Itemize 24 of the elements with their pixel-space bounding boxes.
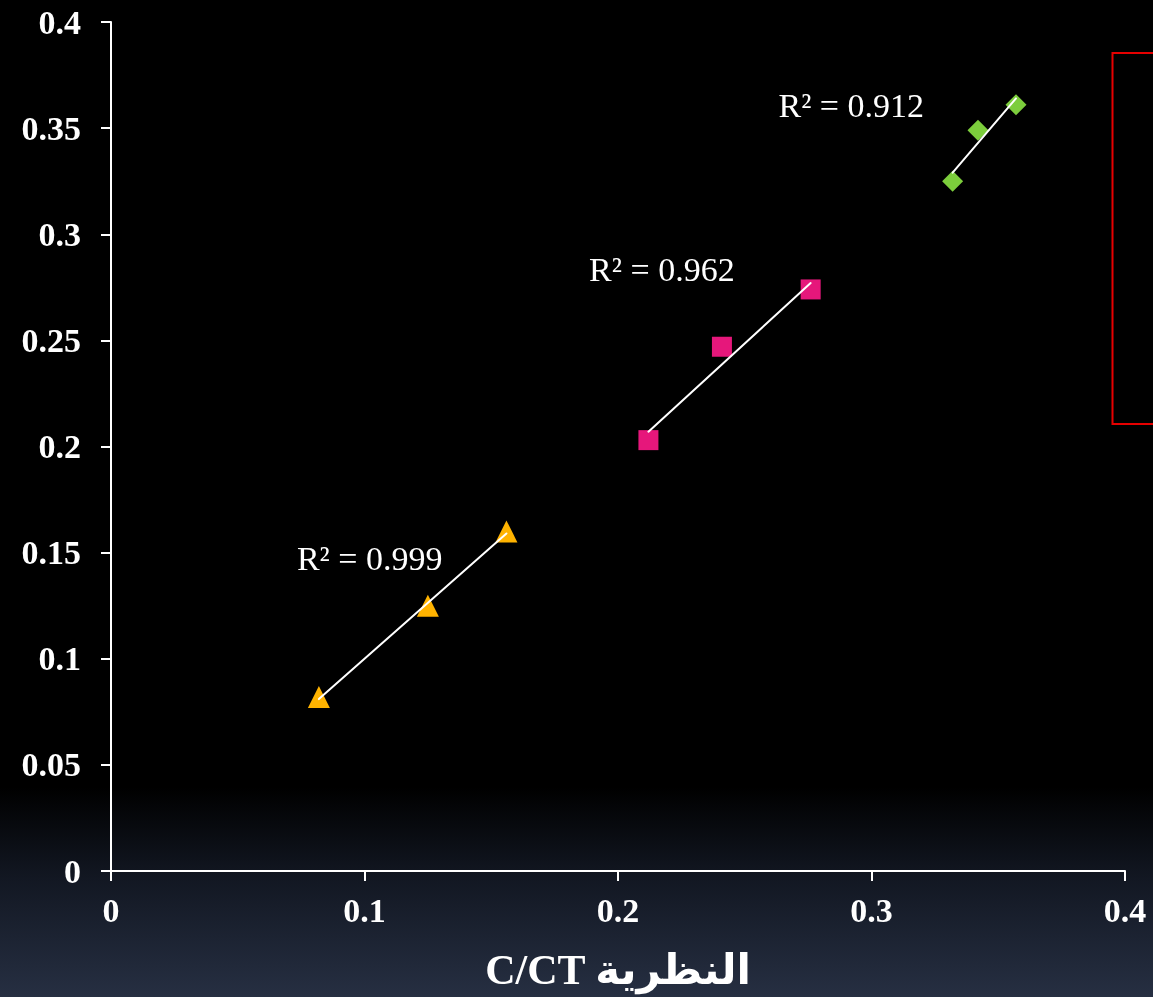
point — [638, 430, 659, 451]
x-tick-label: 0.1 — [343, 891, 386, 929]
x-tick-label: 0.2 — [596, 891, 640, 929]
x-tick-label: 0 — [102, 891, 120, 929]
x-tick-label: 0.3 — [850, 891, 893, 929]
point — [942, 170, 964, 192]
y-tick-label: 0.2 — [38, 428, 81, 465]
annotation: R² = 0.962 — [589, 250, 735, 288]
y-tick-label: 0.4 — [38, 3, 81, 41]
x-tick-label: 0.4 — [1103, 891, 1147, 929]
annotation: R² = 0.912 — [778, 86, 924, 124]
point — [711, 336, 732, 357]
point — [967, 119, 989, 141]
y-tick-label: 0 — [64, 852, 81, 890]
point — [800, 279, 821, 300]
y-tick-label: 0.35 — [21, 109, 81, 147]
y-tick-label: 0.05 — [21, 746, 81, 784]
x-axis-title: C/CT النظرية — [485, 947, 751, 995]
point — [307, 685, 330, 708]
annotation: R² = 0.999 — [296, 540, 443, 578]
y-tick-label: 0.3 — [38, 215, 81, 253]
y-tick-label: 0.1 — [38, 640, 81, 678]
y-tick-label: 0.15 — [21, 534, 81, 572]
y-tick-label: 0.25 — [21, 321, 81, 359]
